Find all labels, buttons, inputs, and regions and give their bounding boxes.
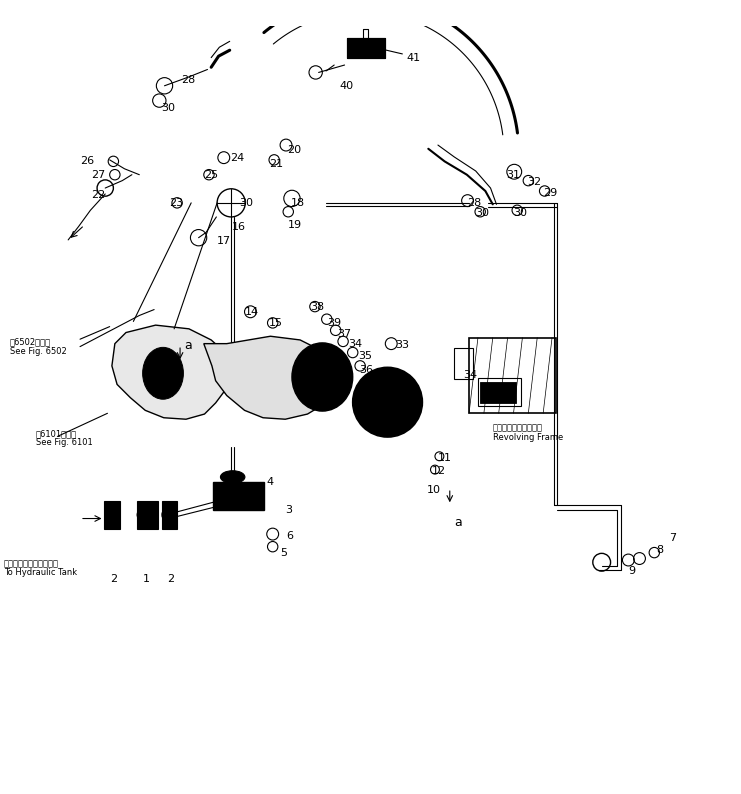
- Text: 36: 36: [359, 364, 373, 375]
- Text: 15: 15: [269, 318, 283, 328]
- Ellipse shape: [292, 343, 353, 411]
- Text: 35: 35: [358, 350, 372, 360]
- Text: 30: 30: [162, 103, 176, 113]
- Ellipse shape: [105, 507, 120, 522]
- Text: 2: 2: [110, 573, 117, 584]
- Text: 37: 37: [337, 329, 351, 339]
- Text: 29: 29: [543, 188, 557, 198]
- Text: To Hydraulic Tank: To Hydraulic Tank: [4, 569, 77, 577]
- Text: 17: 17: [217, 237, 231, 246]
- Bar: [347, 38, 385, 58]
- Text: 6: 6: [286, 530, 293, 541]
- Text: 40: 40: [339, 81, 353, 91]
- Bar: [137, 501, 158, 529]
- Text: 10: 10: [427, 485, 441, 495]
- Text: 9: 9: [628, 566, 636, 576]
- Text: a: a: [184, 338, 191, 352]
- Text: 23: 23: [169, 198, 183, 208]
- Text: 4: 4: [267, 477, 274, 488]
- Text: 第6101図参照: 第6101図参照: [36, 430, 76, 438]
- Text: 20: 20: [287, 145, 301, 156]
- Text: 2: 2: [167, 573, 175, 584]
- Ellipse shape: [221, 471, 245, 484]
- Bar: [480, 382, 516, 403]
- Bar: [478, 378, 521, 406]
- Text: 38: 38: [310, 302, 324, 311]
- Text: 8: 8: [657, 545, 664, 555]
- Text: 39: 39: [327, 318, 341, 328]
- Text: 第6502図参照: 第6502図参照: [10, 337, 50, 347]
- Text: a: a: [454, 516, 462, 530]
- Text: 13: 13: [396, 388, 411, 399]
- Text: 28: 28: [468, 198, 482, 208]
- Polygon shape: [112, 325, 227, 419]
- Text: See Fig. 6502: See Fig. 6502: [10, 346, 67, 356]
- Text: 30: 30: [475, 208, 489, 218]
- Text: 24: 24: [230, 152, 244, 163]
- Text: 34: 34: [463, 370, 477, 380]
- Text: 34: 34: [348, 339, 362, 349]
- Text: 3: 3: [285, 505, 292, 515]
- Circle shape: [221, 484, 245, 507]
- Text: 14: 14: [245, 306, 259, 317]
- Text: 26: 26: [80, 156, 94, 167]
- Text: 28: 28: [182, 75, 196, 85]
- Text: See Fig. 6101: See Fig. 6101: [36, 438, 93, 448]
- Ellipse shape: [137, 507, 158, 522]
- Text: 32: 32: [527, 177, 541, 187]
- Text: 30: 30: [239, 198, 253, 208]
- Text: 33: 33: [395, 340, 409, 350]
- Bar: [469, 337, 556, 414]
- Ellipse shape: [142, 347, 184, 399]
- Text: レボルビングフレーム: レボルビングフレーム: [493, 424, 542, 433]
- Text: 12: 12: [432, 466, 446, 476]
- Text: 41: 41: [406, 52, 420, 63]
- Text: 21: 21: [269, 159, 283, 168]
- Ellipse shape: [162, 507, 177, 522]
- Bar: [162, 501, 177, 529]
- Text: 16: 16: [232, 222, 246, 232]
- Text: 19: 19: [288, 220, 302, 230]
- Text: 1: 1: [143, 573, 150, 584]
- Polygon shape: [204, 336, 333, 419]
- Bar: [104, 501, 120, 529]
- Bar: [454, 348, 473, 380]
- Text: 22: 22: [91, 191, 105, 200]
- Circle shape: [353, 368, 422, 437]
- Text: 11: 11: [438, 453, 452, 463]
- Text: 30: 30: [514, 208, 528, 218]
- Text: 18: 18: [291, 198, 305, 208]
- Text: 25: 25: [205, 170, 219, 179]
- Text: 27: 27: [91, 170, 105, 179]
- Text: 31: 31: [506, 170, 520, 179]
- Text: 7: 7: [669, 533, 677, 543]
- Text: 5: 5: [280, 548, 287, 557]
- Bar: [213, 482, 264, 510]
- Text: Revolving Frame: Revolving Frame: [493, 433, 563, 441]
- Text: ハイドロリックタンクへ: ハイドロリックタンクへ: [4, 559, 59, 569]
